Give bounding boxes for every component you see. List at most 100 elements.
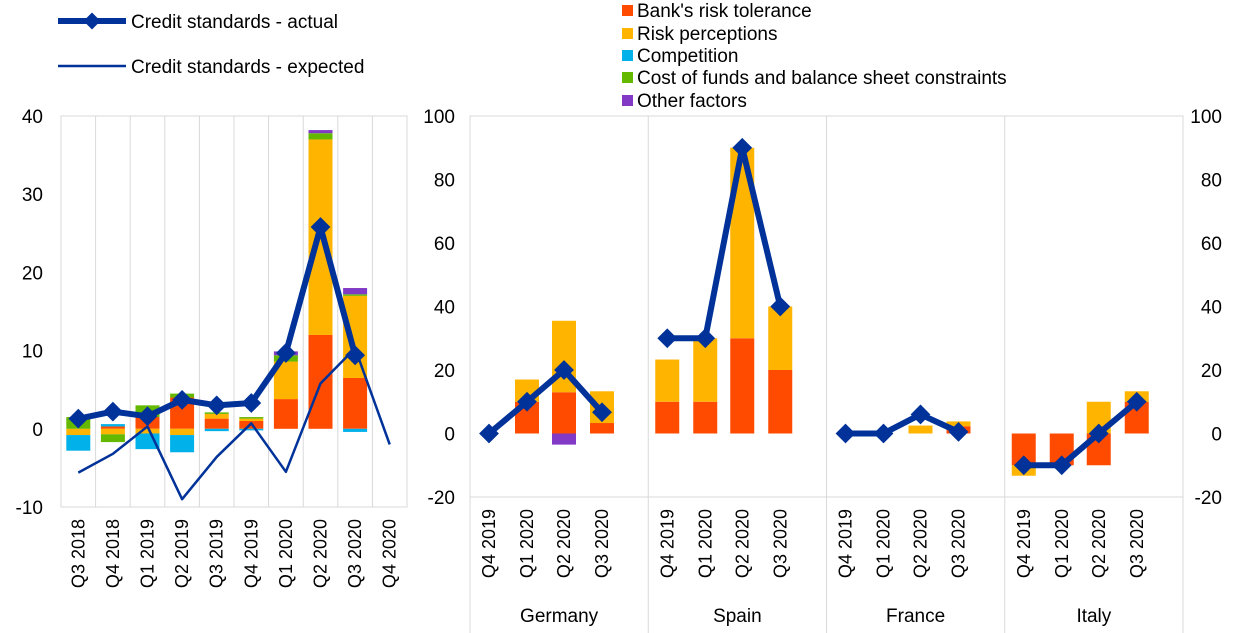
- right-y-tick-label-left: 60: [434, 234, 455, 255]
- marker-actual-q1-2020: [276, 343, 296, 363]
- marker-actual-italy-q1-2020: [1051, 455, 1072, 476]
- right-x-tick-label: Q4 2019: [1014, 509, 1034, 578]
- bar-competition-q3-2018: [66, 435, 91, 451]
- marker-actual-france-q4-2019: [835, 423, 856, 444]
- marker-actual-spain-q4-2019: [657, 328, 678, 349]
- bar-risk-perceptions-q3-2020: [343, 295, 368, 378]
- marker-actual-france-q2-2020: [910, 404, 931, 425]
- bar-risk-perceptions-spain-q4-2019: [655, 359, 680, 402]
- marker-actual-france-q3-2020: [948, 422, 969, 442]
- marker-actual-germany-q4-2019: [479, 423, 499, 444]
- right-y-tick-label-right: 80: [1201, 171, 1222, 192]
- right-y-tick-label-left: 40: [434, 298, 455, 319]
- legend-expected-label: Credit standards - expected: [131, 57, 364, 78]
- bar-competition-q3-2020: [343, 428, 368, 432]
- right-y-tick-label-right: 60: [1201, 234, 1222, 255]
- group-label-germany: Germany: [520, 606, 599, 627]
- bar-cost-of-funds-and-balance-sheet-constraints-q3-2020: [343, 294, 368, 296]
- left-x-tick-label: Q2 2019: [172, 519, 192, 588]
- marker-actual-q3-2018: [68, 408, 89, 429]
- left-y-tick-label: 30: [22, 185, 43, 206]
- right-x-tick-label: Q2 2020: [554, 509, 574, 578]
- right-y-tick-label-right: 0: [1211, 425, 1222, 446]
- marker-actual-q2-2020: [310, 217, 331, 237]
- bar-other-factors-q2-2020: [308, 130, 333, 134]
- bar-cost-of-funds-and-balance-sheet-constraints-q4-2019: [239, 417, 264, 419]
- bar-risk-perceptions-q1-2019: [135, 428, 160, 434]
- legend-label-risk-tolerance: Bank's risk tolerance: [637, 1, 812, 22]
- right-y-tick-label-right: 100: [1190, 107, 1222, 128]
- marker-actual-italy-q3-2020: [1126, 391, 1147, 412]
- right-x-tick-label: Q2 2020: [1089, 509, 1109, 578]
- legend-swatch-other-factors: [622, 95, 633, 106]
- marker-actual-france-q1-2020: [873, 423, 894, 444]
- marker-actual-germany-q2-2020: [554, 360, 574, 380]
- right-x-tick-label: Q3 2020: [1127, 509, 1147, 578]
- bar-risk-perceptions-spain-q3-2020: [768, 306, 793, 370]
- bar-risk-perceptions-q4-2018: [100, 428, 125, 435]
- left-x-tick-label: Q4 2019: [241, 519, 261, 588]
- right-x-tick-label: Q1 2020: [1052, 509, 1072, 578]
- right-y-tick-label-right: 40: [1201, 298, 1222, 319]
- right-x-tick-label: Q3 2020: [949, 509, 969, 578]
- legend-label-cost-of-funds: Cost of funds and balance sheet constrai…: [637, 68, 1007, 89]
- line-actual-italy: [1023, 399, 1139, 469]
- left-x-tick-label: Q4 2020: [380, 519, 400, 588]
- right-x-tick-label: Q3 2020: [592, 509, 612, 578]
- legend-swatch-cost-of-funds: [622, 72, 633, 83]
- legend-swatch-competition: [622, 50, 633, 61]
- marker-actual-italy-q2-2020: [1088, 423, 1109, 444]
- right-x-tick-label: Q2 2020: [911, 509, 931, 578]
- right-x-tick-label: Q1 2020: [874, 509, 894, 578]
- legend-label-other-factors: Other factors: [637, 91, 747, 112]
- legend-swatch-risk-perceptions: [622, 28, 633, 39]
- right-x-tick-label: Q4 2019: [836, 509, 856, 578]
- right-x-tick-label: Q4 2019: [479, 509, 499, 578]
- right-x-tick-label: Q1 2020: [517, 509, 537, 578]
- left-x-tick-label: Q3 2018: [68, 519, 88, 588]
- bar-cost-of-funds-and-balance-sheet-constraints-q4-2018: [100, 434, 125, 443]
- marker-actual-italy-q4-2019: [1013, 455, 1034, 476]
- group-label-france: France: [886, 606, 945, 627]
- country-panel: -20 -20 0 0 20 20 40 40 60 60 80 80 100 100 Q4 2019 Q1 …: [423, 107, 1222, 633]
- bar-other-factors-q3-2020: [343, 288, 368, 295]
- left-x-tick-label: Q4 2018: [103, 519, 123, 588]
- right-y-tick-label-left: 80: [434, 171, 455, 192]
- right-y-tick-label-right: 20: [1201, 361, 1222, 382]
- bar-risk-perceptions-q4-2019: [239, 418, 264, 421]
- left-x-tick-label: Q1 2019: [138, 519, 158, 588]
- bar-risk-perceptions-france-q2-2020: [908, 425, 933, 434]
- bar-competition-q2-2019: [170, 435, 195, 453]
- bar-bank-s-risk-tolerance-q3-2020: [343, 377, 368, 429]
- right-x-tick-label: Q1 2020: [695, 509, 715, 578]
- legend-swatch-risk-tolerance: [622, 5, 633, 16]
- bar-bank-s-risk-tolerance-spain-q1-2020: [693, 401, 718, 434]
- bar-competition-q4-2018: [100, 424, 125, 427]
- bar-competition-q3-2019: [204, 428, 229, 432]
- right-x-tick-label: Q4 2019: [657, 509, 677, 578]
- bar-bank-s-risk-tolerance-q4-2018: [100, 426, 125, 429]
- right-y-tick-label-left: 0: [444, 425, 455, 446]
- left-y-tick-label: -10: [16, 498, 43, 519]
- left-x-tick-label: Q3 2019: [207, 519, 227, 588]
- bar-risk-perceptions-q3-2019: [204, 413, 229, 419]
- bar-risk-perceptions-spain-q1-2020: [693, 338, 718, 402]
- bar-cost-of-funds-and-balance-sheet-constraints-q2-2020: [308, 133, 333, 140]
- marker-actual-q2-2019: [172, 389, 192, 410]
- marker-actual-germany-q1-2020: [517, 391, 537, 412]
- bar-bank-s-risk-tolerance-germany-q2-2020: [552, 392, 576, 434]
- left-x-tick-label: Q2 2020: [311, 519, 331, 588]
- bar-competition-q4-2019: [239, 428, 264, 431]
- bar-risk-perceptions-q2-2019: [170, 428, 195, 436]
- right-y-tick-label-left: 100: [423, 107, 455, 128]
- legend-label-risk-perceptions: Risk perceptions: [637, 24, 777, 45]
- marker-actual-spain-q1-2020: [695, 328, 716, 349]
- line-actual-france: [845, 411, 960, 437]
- right-y-tick-label-right: -20: [1195, 488, 1222, 509]
- left-y-tick-label: 10: [22, 342, 43, 363]
- left-y-tick-label: 0: [32, 420, 43, 441]
- left-x-tick-label: Q1 2020: [276, 519, 296, 588]
- right-x-tick-label: Q3 2020: [770, 509, 790, 578]
- left-y-tick-label: 40: [22, 107, 43, 128]
